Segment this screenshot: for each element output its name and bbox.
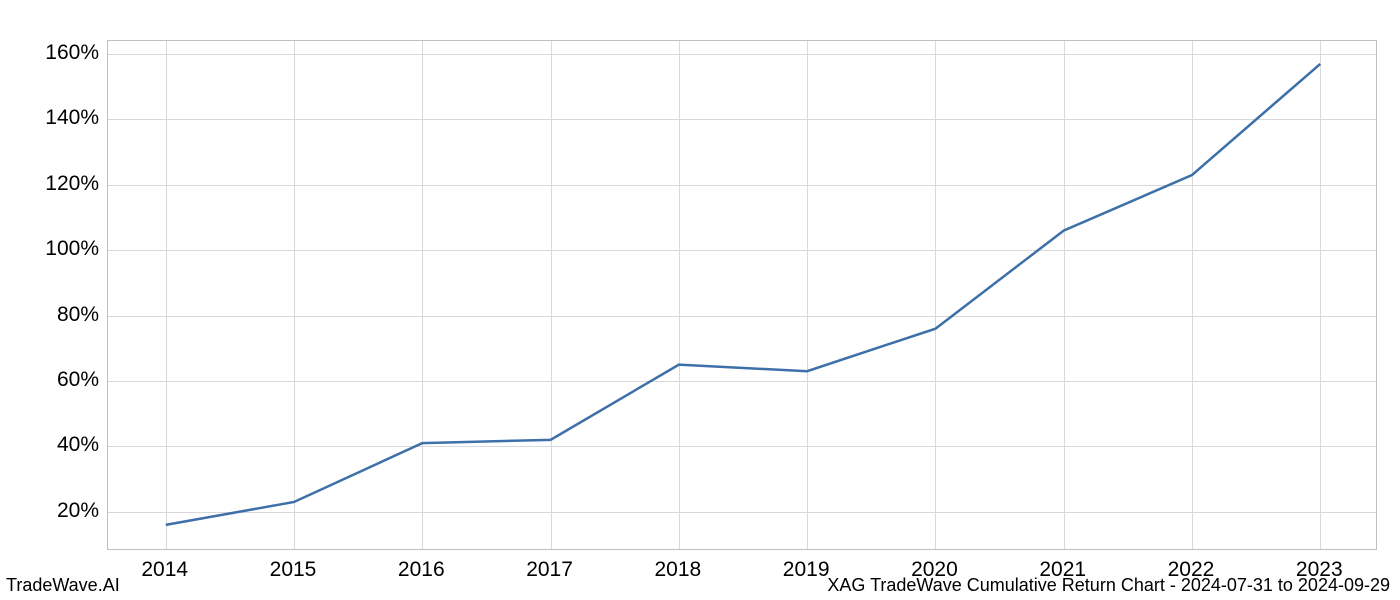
line-series [108, 41, 1376, 549]
footer-brand: TradeWave.AI [6, 575, 120, 596]
plot-area [107, 40, 1377, 550]
x-tick-label: 2014 [141, 558, 188, 582]
x-tick-label: 2017 [526, 558, 573, 582]
x-tick-label: 2015 [270, 558, 317, 582]
plot-border [107, 40, 1377, 550]
y-tick-label: 20% [57, 499, 99, 523]
x-tick-label: 2018 [654, 558, 701, 582]
y-tick-label: 160% [45, 41, 99, 65]
y-tick-label: 140% [45, 106, 99, 130]
x-tick-label: 2019 [783, 558, 830, 582]
y-tick-label: 40% [57, 433, 99, 457]
y-tick-label: 60% [57, 368, 99, 392]
y-tick-label: 100% [45, 237, 99, 261]
y-tick-label: 120% [45, 172, 99, 196]
y-tick-label: 80% [57, 303, 99, 327]
x-tick-label: 2016 [398, 558, 445, 582]
footer-caption: XAG TradeWave Cumulative Return Chart - … [827, 575, 1390, 596]
